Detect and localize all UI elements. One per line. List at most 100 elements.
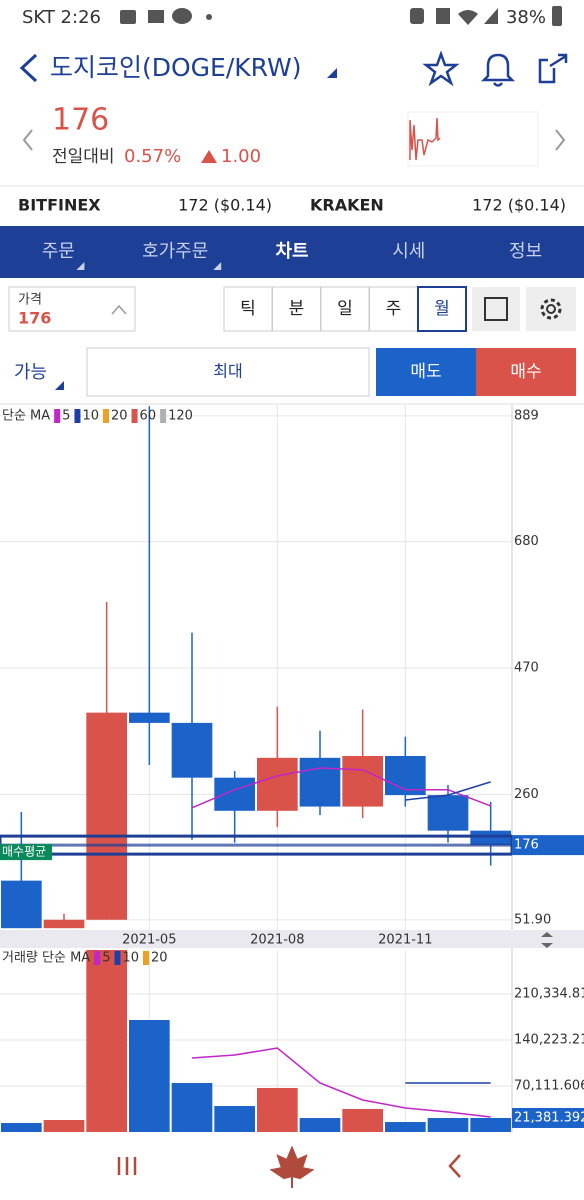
share-button[interactable]	[538, 53, 568, 84]
legend-label: 10	[82, 409, 99, 424]
title-dropdown[interactable]	[327, 68, 337, 78]
volume-bar	[43, 1119, 85, 1132]
current-price-band	[0, 834, 512, 856]
legend-label: 5	[62, 409, 70, 424]
candle-body	[43, 919, 85, 929]
period-label: 일	[337, 299, 353, 319]
recent-apps-button[interactable]	[117, 1157, 137, 1175]
quote-change-pct: 0.57%	[124, 146, 181, 167]
tab-bar	[0, 226, 584, 278]
y-tick-label: 51.90	[514, 912, 551, 927]
exchange-price: 172 ($0.14)	[178, 196, 272, 215]
ma-line	[191, 767, 491, 809]
price-input[interactable]	[8, 286, 136, 332]
volume-bar	[171, 1082, 213, 1132]
period-button[interactable]	[417, 286, 467, 332]
candle-body	[1, 880, 42, 929]
drawing-button[interactable]	[472, 287, 520, 331]
home-button[interactable]	[269, 1145, 315, 1188]
y-tick-label: 70,111.606	[514, 1079, 584, 1094]
quote-change-label: 전일대비	[52, 147, 115, 167]
legend-label: 20	[151, 951, 168, 966]
scale-toggle[interactable]	[541, 932, 553, 948]
candle-body	[427, 795, 469, 831]
y-tick-label: 140,223.212	[514, 1033, 584, 1048]
current-volume-tag	[512, 1107, 584, 1128]
tab-label[interactable]: 시세	[392, 241, 425, 262]
volume-bar	[342, 1108, 383, 1132]
available-label[interactable]: 가능	[14, 362, 47, 383]
period-button[interactable]	[272, 286, 321, 332]
candle-body	[299, 757, 341, 807]
drawing-icon	[484, 297, 508, 321]
y-tick-label: 210,334.818	[514, 987, 584, 1002]
candle-body	[86, 712, 127, 920]
period-button[interactable]	[320, 286, 370, 332]
header-title: 도지코인(DOGE/KRW)	[50, 53, 302, 82]
ma-line	[405, 781, 491, 801]
legend-title: 거래량 단순 MA	[2, 951, 90, 966]
tab-label[interactable]: 정보	[509, 241, 542, 262]
tab-label[interactable]: 주문	[42, 241, 75, 262]
y-tick-label: 680	[514, 534, 539, 549]
legend-swatch	[114, 951, 121, 965]
exchange-name: KRAKEN	[310, 196, 384, 215]
x-tick-label: 2021-08	[250, 933, 304, 948]
max-button[interactable]	[86, 347, 370, 397]
volume-bar	[470, 1117, 511, 1132]
buy-button[interactable]	[476, 348, 576, 396]
current-volume-label: 21,381.392	[514, 1110, 584, 1125]
prev-coin[interactable]	[22, 129, 33, 151]
available-dropdown[interactable]	[55, 381, 64, 390]
volume-bar	[385, 1122, 426, 1132]
period-label: 분	[289, 299, 305, 319]
tab-label[interactable]: 차트	[275, 241, 308, 262]
legend-label: 60	[140, 409, 157, 424]
volume-bar	[1, 1123, 42, 1132]
volume-bar	[86, 950, 127, 1132]
tab-dropdown	[76, 262, 85, 270]
period-button[interactable]	[369, 286, 418, 332]
current-price-label: 176	[514, 838, 539, 853]
settings-button[interactable]	[526, 287, 576, 331]
price-input-toggle[interactable]	[111, 304, 127, 315]
legend-label: 20	[111, 409, 128, 424]
candle-body	[214, 777, 255, 811]
period-label: 틱	[240, 299, 256, 319]
legend-swatch	[54, 409, 61, 423]
period-button[interactable]	[223, 286, 273, 332]
favorite-button[interactable]	[422, 50, 460, 87]
alarm-button[interactable]	[480, 53, 516, 87]
legend-swatch	[160, 409, 167, 423]
settings-icon	[540, 298, 562, 320]
legend-swatch	[74, 409, 81, 423]
ma-line	[191, 1047, 491, 1118]
candle-body	[470, 830, 511, 846]
candle-body	[129, 712, 170, 723]
candle-body	[257, 757, 298, 811]
status-battery: 38%	[506, 7, 546, 28]
legend-swatch	[103, 409, 109, 423]
quote-price: 176	[52, 103, 109, 138]
tab-label[interactable]: 호가주문	[142, 241, 208, 262]
avg-tag	[0, 844, 52, 861]
volume-bar	[257, 1087, 298, 1132]
legend-label: 5	[102, 951, 110, 966]
price-input-value: 176	[18, 309, 51, 328]
sell-button-label: 매도	[410, 362, 441, 382]
status-carrier-time: SKT 2:26	[22, 7, 101, 28]
next-coin[interactable]	[555, 129, 566, 151]
back-button[interactable]	[19, 53, 38, 83]
y-tick-label: 260	[514, 787, 539, 802]
up-arrow-icon	[201, 150, 217, 163]
sell-button[interactable]	[376, 348, 476, 396]
date-bar	[0, 930, 584, 948]
y-tick-label: 470	[514, 661, 539, 676]
volume-bar	[129, 1020, 170, 1132]
back-nav-button[interactable]	[448, 1154, 461, 1178]
settings-icon	[546, 304, 556, 314]
x-tick-label: 2021-11	[378, 933, 432, 948]
exchange-name: BITFINEX	[18, 196, 101, 215]
